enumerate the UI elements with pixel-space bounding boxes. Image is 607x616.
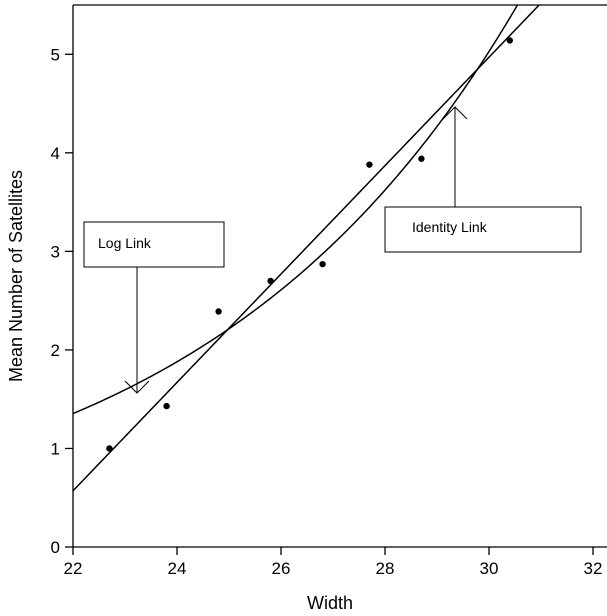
y-tick-label: 1 xyxy=(51,439,60,458)
annotation-log-link: Log Link xyxy=(83,221,225,394)
y-tick-label: 4 xyxy=(51,144,60,163)
data-point xyxy=(106,445,113,452)
data-point xyxy=(215,308,222,315)
identity-link-box xyxy=(384,206,582,253)
data-point xyxy=(163,402,170,410)
identity-link-arrow-head xyxy=(442,106,468,120)
data-point xyxy=(418,155,425,162)
log-link-box xyxy=(83,221,225,268)
x-tick-label: 28 xyxy=(376,559,395,578)
y-ticks: 0 1 2 3 4 5 xyxy=(51,45,73,557)
fitted-curves xyxy=(73,5,541,492)
y-tick-label: 0 xyxy=(51,538,60,557)
x-tick-label: 30 xyxy=(480,559,499,578)
y-tick-label: 2 xyxy=(51,341,60,360)
y-tick-label: 3 xyxy=(51,242,60,261)
x-tick-label: 26 xyxy=(272,559,291,578)
identity-link-curve xyxy=(73,5,541,492)
y-tick-label: 5 xyxy=(51,45,60,64)
log-link-curve xyxy=(73,5,519,415)
x-tick-label: 22 xyxy=(64,559,83,578)
data-point xyxy=(366,161,373,168)
data-points xyxy=(106,37,513,452)
y-axis-label: Mean Number of Satellites xyxy=(6,170,26,382)
log-link-arrow-head xyxy=(124,380,150,394)
x-ticks: 22 24 26 28 30 32 xyxy=(64,547,603,578)
x-axis-label: Width xyxy=(307,593,353,613)
identity-link-label: Identity Link xyxy=(412,219,488,235)
data-point xyxy=(319,260,326,268)
annotation-identity-link: Identity Link xyxy=(384,106,582,253)
data-point xyxy=(267,277,274,285)
x-tick-label: 24 xyxy=(168,559,187,578)
x-tick-label: 32 xyxy=(584,559,603,578)
log-link-label: Log Link xyxy=(98,235,152,251)
data-point xyxy=(506,37,513,44)
